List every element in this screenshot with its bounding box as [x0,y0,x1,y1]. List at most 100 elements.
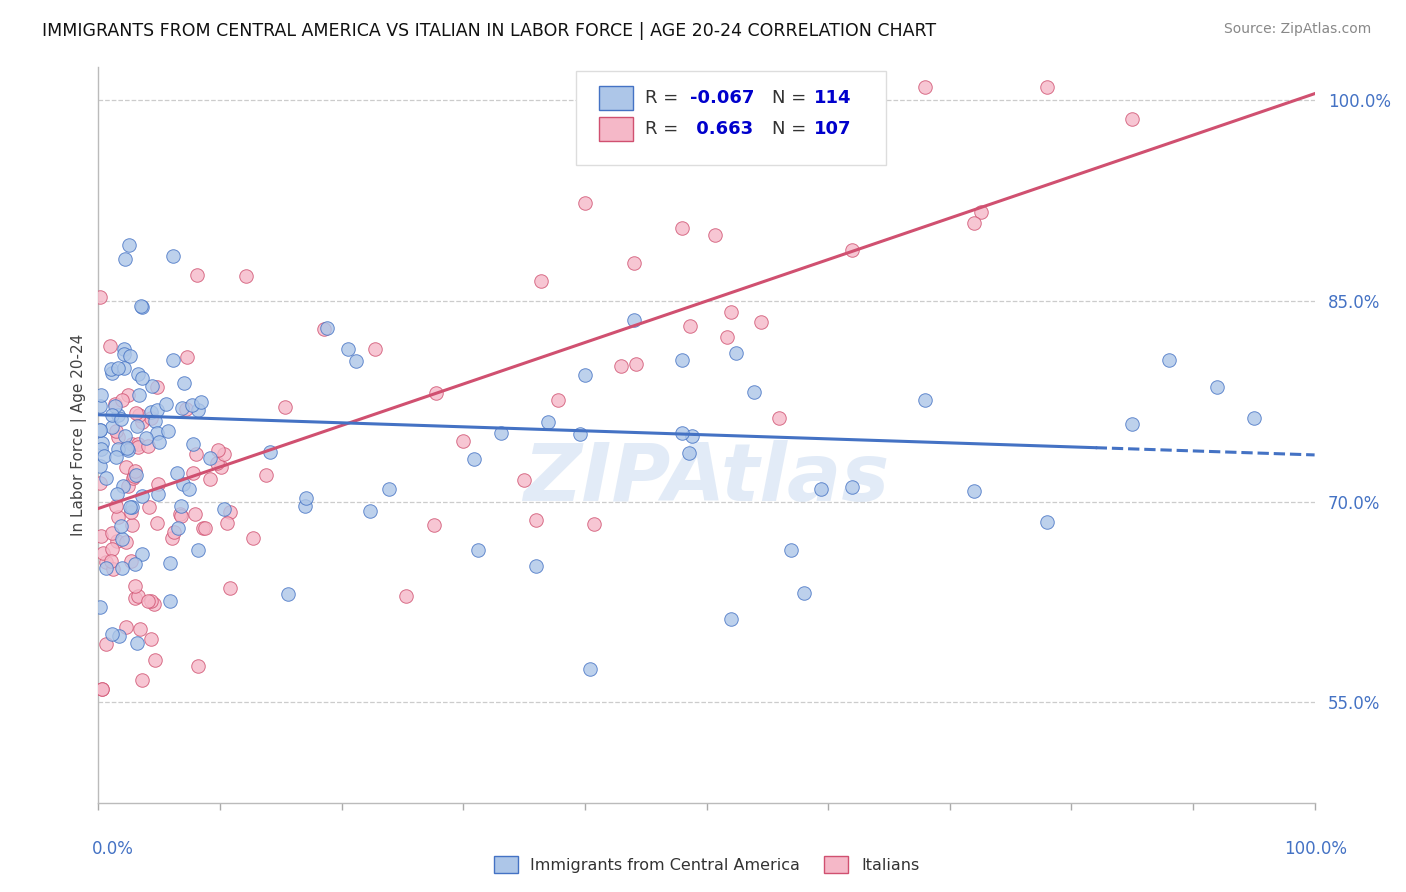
Point [160,531,183,545]
Point [170,500,193,514]
Point [170,509,193,524]
Point [90,529,112,543]
Point [574,368,596,382]
Point [425,385,447,400]
Point [720,304,742,318]
Point [242,531,264,545]
Point [100,419,122,434]
Point [115,535,138,549]
Point [678,446,700,460]
Point [963,484,986,499]
Legend: Immigrants from Central America, Italians: Immigrants from Central America, Italian… [488,850,925,880]
Point [121,436,143,450]
Point [219,581,242,595]
Point [141,378,163,392]
Y-axis label: In Labor Force | Age 20-24: In Labor Force | Age 20-24 [72,334,87,536]
Text: ZIPAtlas: ZIPAtlas [523,440,890,518]
Point [127,368,149,382]
Point [110,519,132,533]
Point [107,442,129,456]
Point [610,359,633,374]
Point [780,542,803,557]
Point [169,508,191,522]
Point [124,579,146,593]
Point [117,479,139,493]
Point [1036,515,1059,529]
Point [1157,352,1180,367]
Point [181,466,204,480]
Point [205,457,228,471]
Point [187,542,209,557]
Point [127,437,149,451]
Point [127,441,149,455]
Point [124,591,146,605]
Point [176,401,198,416]
Point [190,394,212,409]
Text: 114: 114 [814,89,852,107]
Point [463,452,485,467]
Point [143,653,166,667]
Point [131,489,153,503]
Point [259,445,281,459]
Point [209,460,232,475]
Point [146,516,169,530]
Point [117,441,139,455]
Point [100,526,122,541]
Point [100,362,122,376]
Point [181,437,204,451]
Point [118,349,141,363]
Point [107,360,129,375]
Point [187,403,209,417]
Point [112,361,135,376]
Point [378,482,401,496]
Point [198,450,221,465]
Point [135,432,157,446]
Point [94,555,117,569]
Point [187,659,209,673]
Point [122,471,145,485]
Point [131,673,153,688]
Point [489,426,512,441]
Point [89,399,111,413]
Point [114,429,136,443]
Text: N =: N = [772,120,811,138]
Point [524,513,547,527]
Point [537,415,560,429]
Point [146,476,169,491]
Point [671,426,693,441]
Point [184,447,207,461]
Point [93,449,115,463]
Point [394,589,416,603]
Point [90,388,112,402]
Point [100,541,122,556]
Point [172,477,194,491]
Point [104,425,127,439]
Point [111,392,134,407]
Text: -0.067: -0.067 [690,89,755,107]
Point [107,629,129,643]
Point [98,339,121,353]
Point [89,475,111,490]
Point [671,221,693,235]
Point [181,398,204,412]
Point [112,346,135,360]
Point [146,380,169,394]
Point [124,464,146,478]
Text: R =: R = [645,120,685,138]
Point [148,434,170,449]
Point [159,557,181,571]
Point [742,385,765,400]
Point [91,681,114,696]
Point [162,249,184,263]
Point [129,299,152,313]
Point [120,505,142,519]
Point [423,518,446,533]
Point [207,443,229,458]
Point [671,353,693,368]
Point [129,622,152,636]
Point [176,350,198,364]
Point [716,330,738,344]
Point [624,357,647,371]
Point [768,411,790,425]
Text: R =: R = [645,89,685,107]
